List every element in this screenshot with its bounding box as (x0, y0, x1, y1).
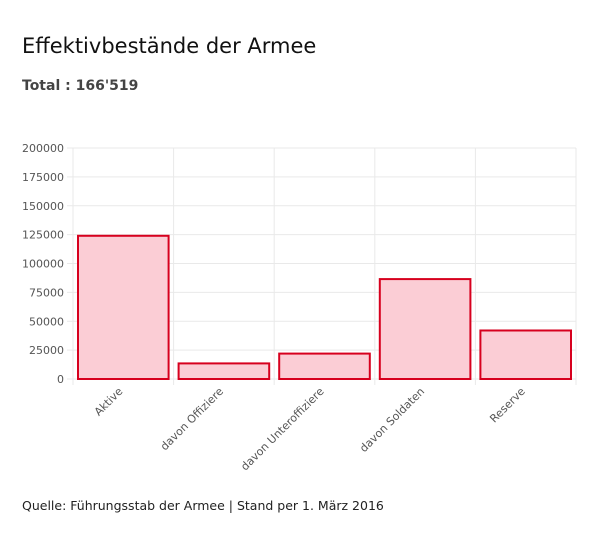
x-tick-label: davon Offiziere (158, 385, 226, 453)
y-tick-label: 100000 (22, 258, 64, 271)
bar-davon-soldaten (378, 278, 472, 380)
x-tick-label: Aktive (92, 385, 126, 419)
bar-davon-unteroffiziere (278, 352, 371, 380)
x-axis-ticks: Aktive davon Offiziere davon Unteroffizier… (92, 385, 528, 473)
bars (77, 234, 572, 381)
y-tick-label: 0 (57, 373, 64, 386)
y-tick-label: 175000 (22, 171, 64, 184)
source-note: Quelle: Führungsstab der Armee | Stand p… (22, 498, 384, 513)
y-axis-ticks: 0 25000 50000 75000 100000 125000 150000 175000… (22, 142, 64, 386)
bar-davon-offiziere (177, 362, 271, 381)
chart-subtitle-total: Total : 166'519 (22, 78, 139, 94)
bar-chart: 0 25000 50000 75000 100000 125000 150000 175000… (22, 142, 577, 473)
y-tick-label: 50000 (29, 315, 64, 328)
y-tick-label: 150000 (22, 200, 64, 213)
bar-reserve (479, 329, 572, 380)
chart-title: Effektivbestände der Armee (22, 34, 317, 58)
y-tick-label: 125000 (22, 229, 64, 242)
x-tick-label: Reserve (487, 385, 528, 426)
x-tick-label: davon Soldaten (357, 385, 427, 455)
y-tick-label: 200000 (22, 142, 64, 155)
y-tick-label: 75000 (29, 286, 64, 299)
bar-aktive (77, 234, 170, 380)
x-tick-label: davon Unteroffiziere (238, 385, 326, 473)
y-tick-label: 25000 (29, 344, 64, 357)
